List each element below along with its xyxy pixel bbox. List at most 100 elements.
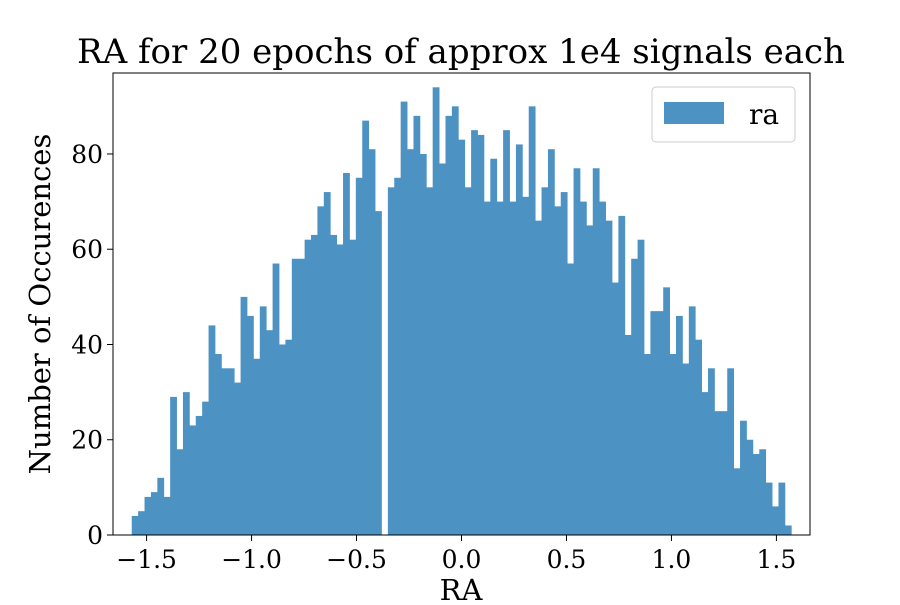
histogram-bar	[451, 106, 459, 535]
x-tick-label: −1.5	[116, 545, 177, 574]
histogram-bar	[189, 425, 197, 535]
histogram-bar	[144, 496, 152, 535]
histogram-bar	[656, 311, 664, 535]
histogram-bar	[746, 439, 754, 535]
histogram-bar	[157, 477, 165, 535]
histogram-bar	[663, 287, 671, 535]
histogram-bar	[163, 496, 171, 535]
histogram-bar	[701, 392, 709, 535]
histogram-bar	[528, 106, 536, 535]
histogram-bar	[234, 382, 241, 535]
histogram-bar	[560, 192, 568, 535]
histogram-bar	[496, 201, 504, 535]
histogram-bar	[778, 482, 786, 535]
histogram-bar	[285, 339, 293, 535]
histogram-bar	[714, 411, 722, 535]
histogram-bar	[330, 234, 338, 535]
histogram-bar	[279, 344, 286, 535]
histogram-bar	[176, 449, 184, 535]
legend-label: ra	[749, 98, 779, 131]
histogram-bar	[733, 468, 741, 535]
histogram-bar	[579, 201, 587, 535]
histogram-bar	[720, 411, 728, 535]
y-tick-label: 0	[87, 521, 103, 550]
bars-group	[131, 87, 792, 536]
histogram-bar	[695, 339, 703, 535]
histogram-bar	[752, 454, 760, 535]
histogram-bar	[727, 368, 735, 535]
histogram-bar	[676, 315, 683, 535]
histogram-bar	[599, 201, 606, 535]
histogram-bar	[246, 315, 254, 535]
histogram-bar	[759, 449, 767, 535]
x-axis-label: RA	[440, 573, 484, 600]
histogram-bar	[202, 401, 209, 535]
histogram-bar	[304, 239, 312, 535]
histogram-bar	[490, 158, 498, 536]
histogram-bar	[573, 168, 581, 535]
histogram-bar	[272, 263, 280, 535]
x-tick-label: 1.0	[652, 545, 692, 574]
histogram-bar	[336, 244, 344, 535]
histogram-bar	[567, 263, 574, 535]
histogram-bar	[644, 354, 651, 535]
histogram-bar	[611, 282, 619, 535]
histogram-bar	[477, 134, 485, 536]
histogram-bar	[349, 239, 357, 535]
x-tick-label: 1.5	[757, 545, 797, 574]
histogram-bar	[362, 120, 370, 535]
histogram-bar	[355, 177, 363, 535]
y-axis-label: Number of Occurences	[23, 134, 57, 475]
histogram-bar	[445, 115, 453, 536]
histogram-bar	[432, 87, 440, 535]
histogram-bar	[650, 311, 658, 535]
histogram-bar	[605, 220, 613, 535]
histogram-bar	[669, 354, 677, 535]
histogram-bar	[131, 515, 139, 535]
histogram-bar	[772, 506, 779, 535]
histogram-bar	[298, 258, 306, 535]
histogram-bar	[503, 130, 510, 535]
histogram-bar	[387, 187, 395, 535]
histogram-bar	[708, 368, 715, 535]
histogram-bar	[195, 415, 203, 535]
histogram-bar	[426, 187, 434, 535]
histogram-bar	[413, 115, 421, 536]
histogram-bar	[419, 153, 427, 535]
histogram-bar	[221, 368, 229, 535]
x-tick-label: −1.0	[221, 545, 282, 574]
histogram-bar	[509, 201, 517, 535]
histogram-bar	[400, 101, 408, 535]
histogram-bar	[464, 187, 472, 535]
histogram-bar	[784, 525, 792, 535]
histogram-bar	[740, 420, 747, 535]
histogram-bar	[311, 234, 318, 535]
histogram-bar	[618, 215, 626, 535]
histogram-bar	[554, 206, 562, 536]
histogram-bar	[765, 482, 773, 535]
x-tick-label: 0.5	[547, 545, 587, 574]
legend-swatch	[664, 102, 724, 124]
histogram-bar	[592, 168, 600, 535]
histogram-bar	[266, 330, 273, 535]
histogram-bar	[515, 144, 523, 535]
histogram-bar	[214, 354, 222, 535]
y-axis-ticks: 0 20 40 60 80	[71, 140, 113, 550]
histogram-bar	[138, 511, 145, 535]
chart-title: RA for 20 epochs of approx 1e4 signals e…	[77, 32, 845, 72]
histogram-bar	[483, 201, 491, 535]
x-tick-label: −0.5	[326, 545, 387, 574]
y-tick-label: 20	[71, 426, 103, 455]
histogram-bar	[323, 192, 331, 535]
y-tick-label: 60	[71, 235, 103, 264]
histogram-bar	[240, 296, 248, 535]
histogram-bar	[547, 149, 555, 535]
histogram-bar	[227, 368, 235, 535]
histogram-bar	[170, 396, 177, 535]
histogram-bar	[253, 358, 261, 535]
histogram-bar	[682, 363, 690, 535]
histogram-bar	[624, 334, 632, 535]
histogram-bar	[471, 130, 478, 535]
